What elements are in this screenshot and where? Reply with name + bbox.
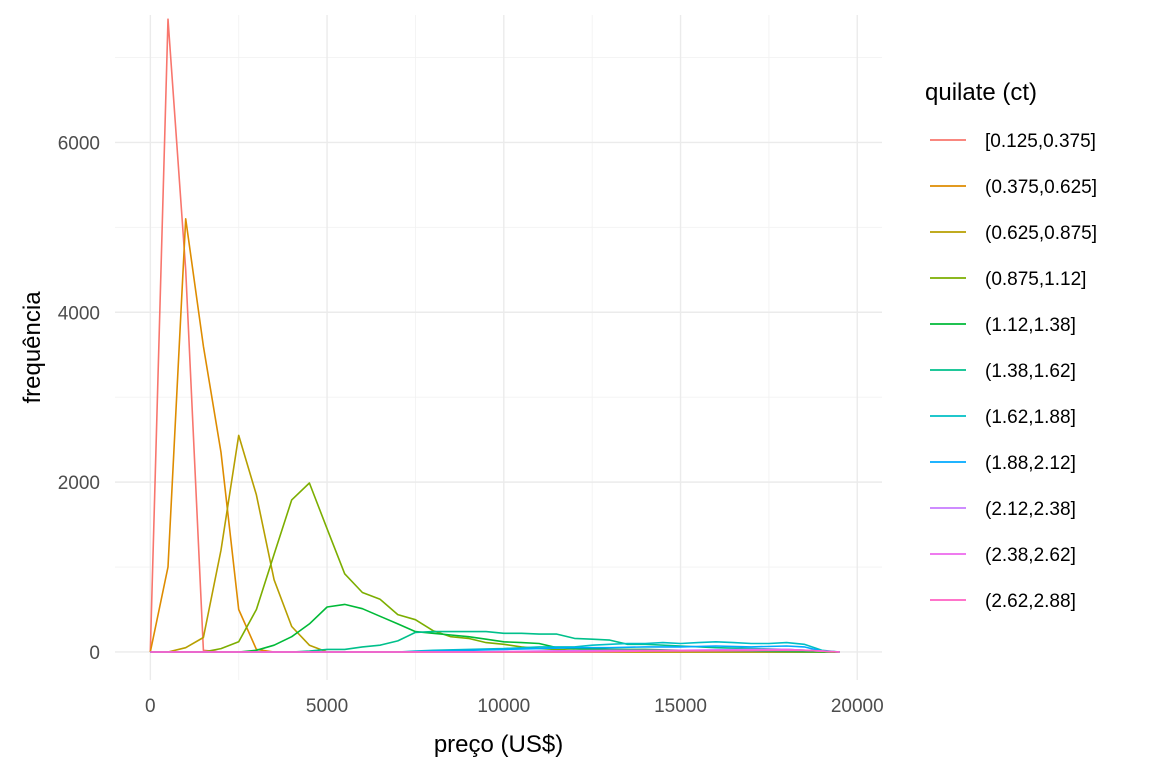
x-tick-label: 0	[145, 696, 156, 717]
legend-label: (1.12,1.38]	[985, 315, 1076, 336]
legend-title: quilate (ct)	[925, 79, 1037, 106]
x-tick-label: 20000	[831, 696, 884, 717]
y-tick-label: 0	[89, 643, 100, 664]
series-line-7	[150, 641, 840, 653]
y-axis-ticks: 0 2000 4000 6000	[58, 133, 100, 664]
y-axis-title: frequência	[19, 291, 46, 404]
x-axis-title: preço (US$)	[434, 731, 563, 758]
series-line-11	[150, 649, 840, 653]
x-tick-label: 10000	[477, 696, 530, 717]
legend-label: (2.62,2.88]	[985, 591, 1076, 612]
legend-label: (1.62,1.88]	[985, 407, 1076, 428]
legend-label: (0.375,0.625]	[985, 177, 1097, 198]
legend-label: (0.875,1.12]	[985, 269, 1086, 290]
series-line-1	[149, 18, 840, 653]
legend-label: (2.38,2.62]	[985, 545, 1076, 566]
x-tick-label: 5000	[306, 696, 348, 717]
series-line-3	[150, 434, 840, 653]
legend-label: [0.125,0.375]	[985, 131, 1096, 152]
series-line-4	[150, 482, 840, 653]
y-tick-label: 6000	[58, 133, 100, 154]
legend-label: (1.38,1.62]	[985, 361, 1076, 382]
series-line-2	[149, 218, 840, 653]
x-axis-ticks: 0 5000 10000 15000 20000	[145, 696, 884, 717]
series-line-8	[150, 645, 840, 653]
x-tick-label: 15000	[654, 696, 707, 717]
grid	[115, 15, 882, 680]
legend-label: (2.12,2.38]	[985, 499, 1076, 520]
y-tick-label: 4000	[58, 303, 100, 324]
legend-label: (0.625,0.875]	[985, 223, 1097, 244]
y-tick-label: 2000	[58, 473, 100, 494]
legend-items: [0.125,0.375] (0.375,0.625] (0.625,0.875] (…	[930, 131, 1097, 612]
legend-label: (1.88,2.12]	[985, 453, 1076, 474]
series-lines	[149, 18, 840, 653]
legend: quilate (ct) [0.125,0.375] (0.375,0.625] (…	[925, 79, 1097, 612]
